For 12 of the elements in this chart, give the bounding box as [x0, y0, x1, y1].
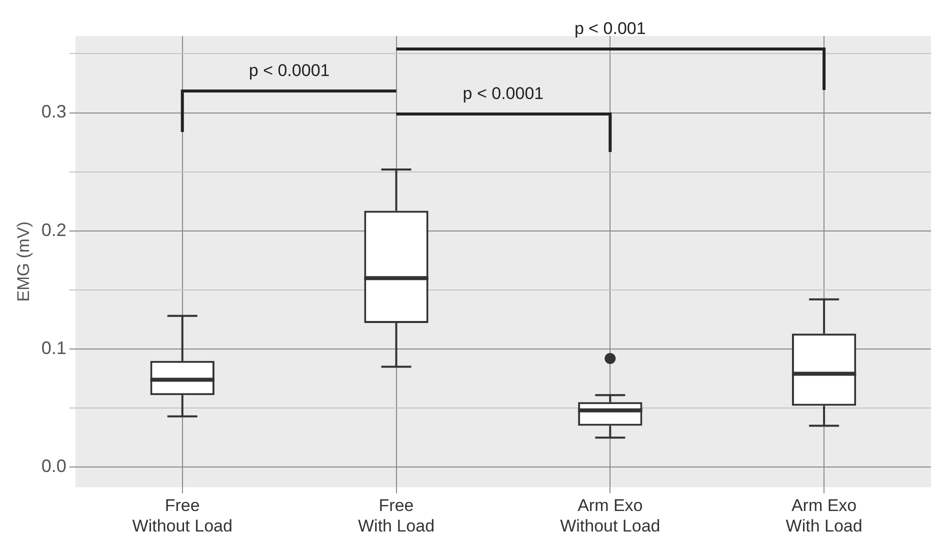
annotation: p < 0.0001 — [248, 61, 330, 81]
annotation: p < 0.0001 — [462, 84, 544, 104]
x-tick-label: Free With Load — [358, 496, 435, 536]
annotation: p < 0.001 — [574, 19, 646, 39]
x-tick-label: Arm Exo With Load — [786, 496, 862, 536]
x-tick-label: Arm Exo Without Load — [560, 496, 660, 536]
y-tick-label: 0.1 — [41, 338, 66, 358]
y-tick-label: 0.0 — [41, 456, 66, 476]
y-tick-label: 0.2 — [41, 220, 66, 240]
y-axis-title: EMG (mV) — [14, 221, 33, 302]
y-tick-label: 0.3 — [41, 102, 66, 122]
x-tick-label: Free Without Load — [132, 496, 232, 536]
